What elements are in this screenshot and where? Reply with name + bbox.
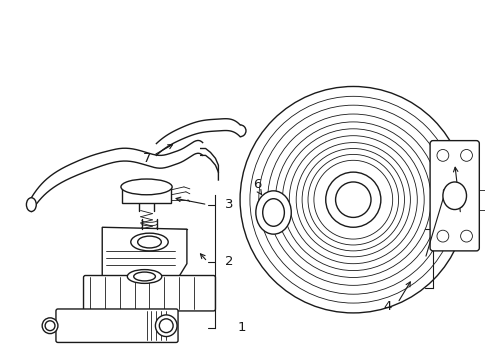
Bar bbox=[122, 187, 171, 203]
Circle shape bbox=[275, 122, 430, 278]
Circle shape bbox=[302, 148, 404, 251]
Circle shape bbox=[307, 154, 398, 245]
Circle shape bbox=[240, 86, 466, 313]
Ellipse shape bbox=[262, 199, 284, 226]
Ellipse shape bbox=[26, 198, 36, 212]
Ellipse shape bbox=[138, 236, 161, 248]
FancyBboxPatch shape bbox=[56, 309, 178, 342]
FancyBboxPatch shape bbox=[429, 141, 478, 251]
Circle shape bbox=[249, 96, 456, 303]
Text: 2: 2 bbox=[225, 255, 233, 268]
Circle shape bbox=[258, 105, 447, 294]
Ellipse shape bbox=[130, 233, 168, 251]
Circle shape bbox=[436, 149, 448, 161]
Circle shape bbox=[289, 136, 416, 264]
Ellipse shape bbox=[42, 318, 58, 334]
Text: 6: 6 bbox=[253, 179, 262, 192]
Circle shape bbox=[460, 149, 471, 161]
Polygon shape bbox=[102, 227, 186, 276]
Circle shape bbox=[313, 160, 392, 239]
Circle shape bbox=[296, 143, 409, 257]
Text: 1: 1 bbox=[237, 321, 245, 334]
Text: 3: 3 bbox=[225, 198, 233, 211]
Ellipse shape bbox=[121, 179, 172, 195]
Ellipse shape bbox=[442, 182, 466, 210]
Ellipse shape bbox=[255, 191, 291, 234]
Circle shape bbox=[436, 230, 448, 242]
Text: 4: 4 bbox=[383, 300, 391, 312]
Ellipse shape bbox=[127, 270, 162, 283]
Ellipse shape bbox=[155, 315, 177, 337]
Text: 7: 7 bbox=[143, 152, 151, 165]
Ellipse shape bbox=[133, 272, 155, 281]
Ellipse shape bbox=[159, 319, 173, 333]
Text: 5: 5 bbox=[455, 198, 464, 211]
Ellipse shape bbox=[45, 321, 55, 330]
Circle shape bbox=[335, 182, 370, 217]
FancyBboxPatch shape bbox=[83, 275, 215, 311]
Circle shape bbox=[325, 172, 380, 227]
Circle shape bbox=[267, 114, 438, 285]
Circle shape bbox=[460, 230, 471, 242]
Circle shape bbox=[282, 129, 423, 271]
